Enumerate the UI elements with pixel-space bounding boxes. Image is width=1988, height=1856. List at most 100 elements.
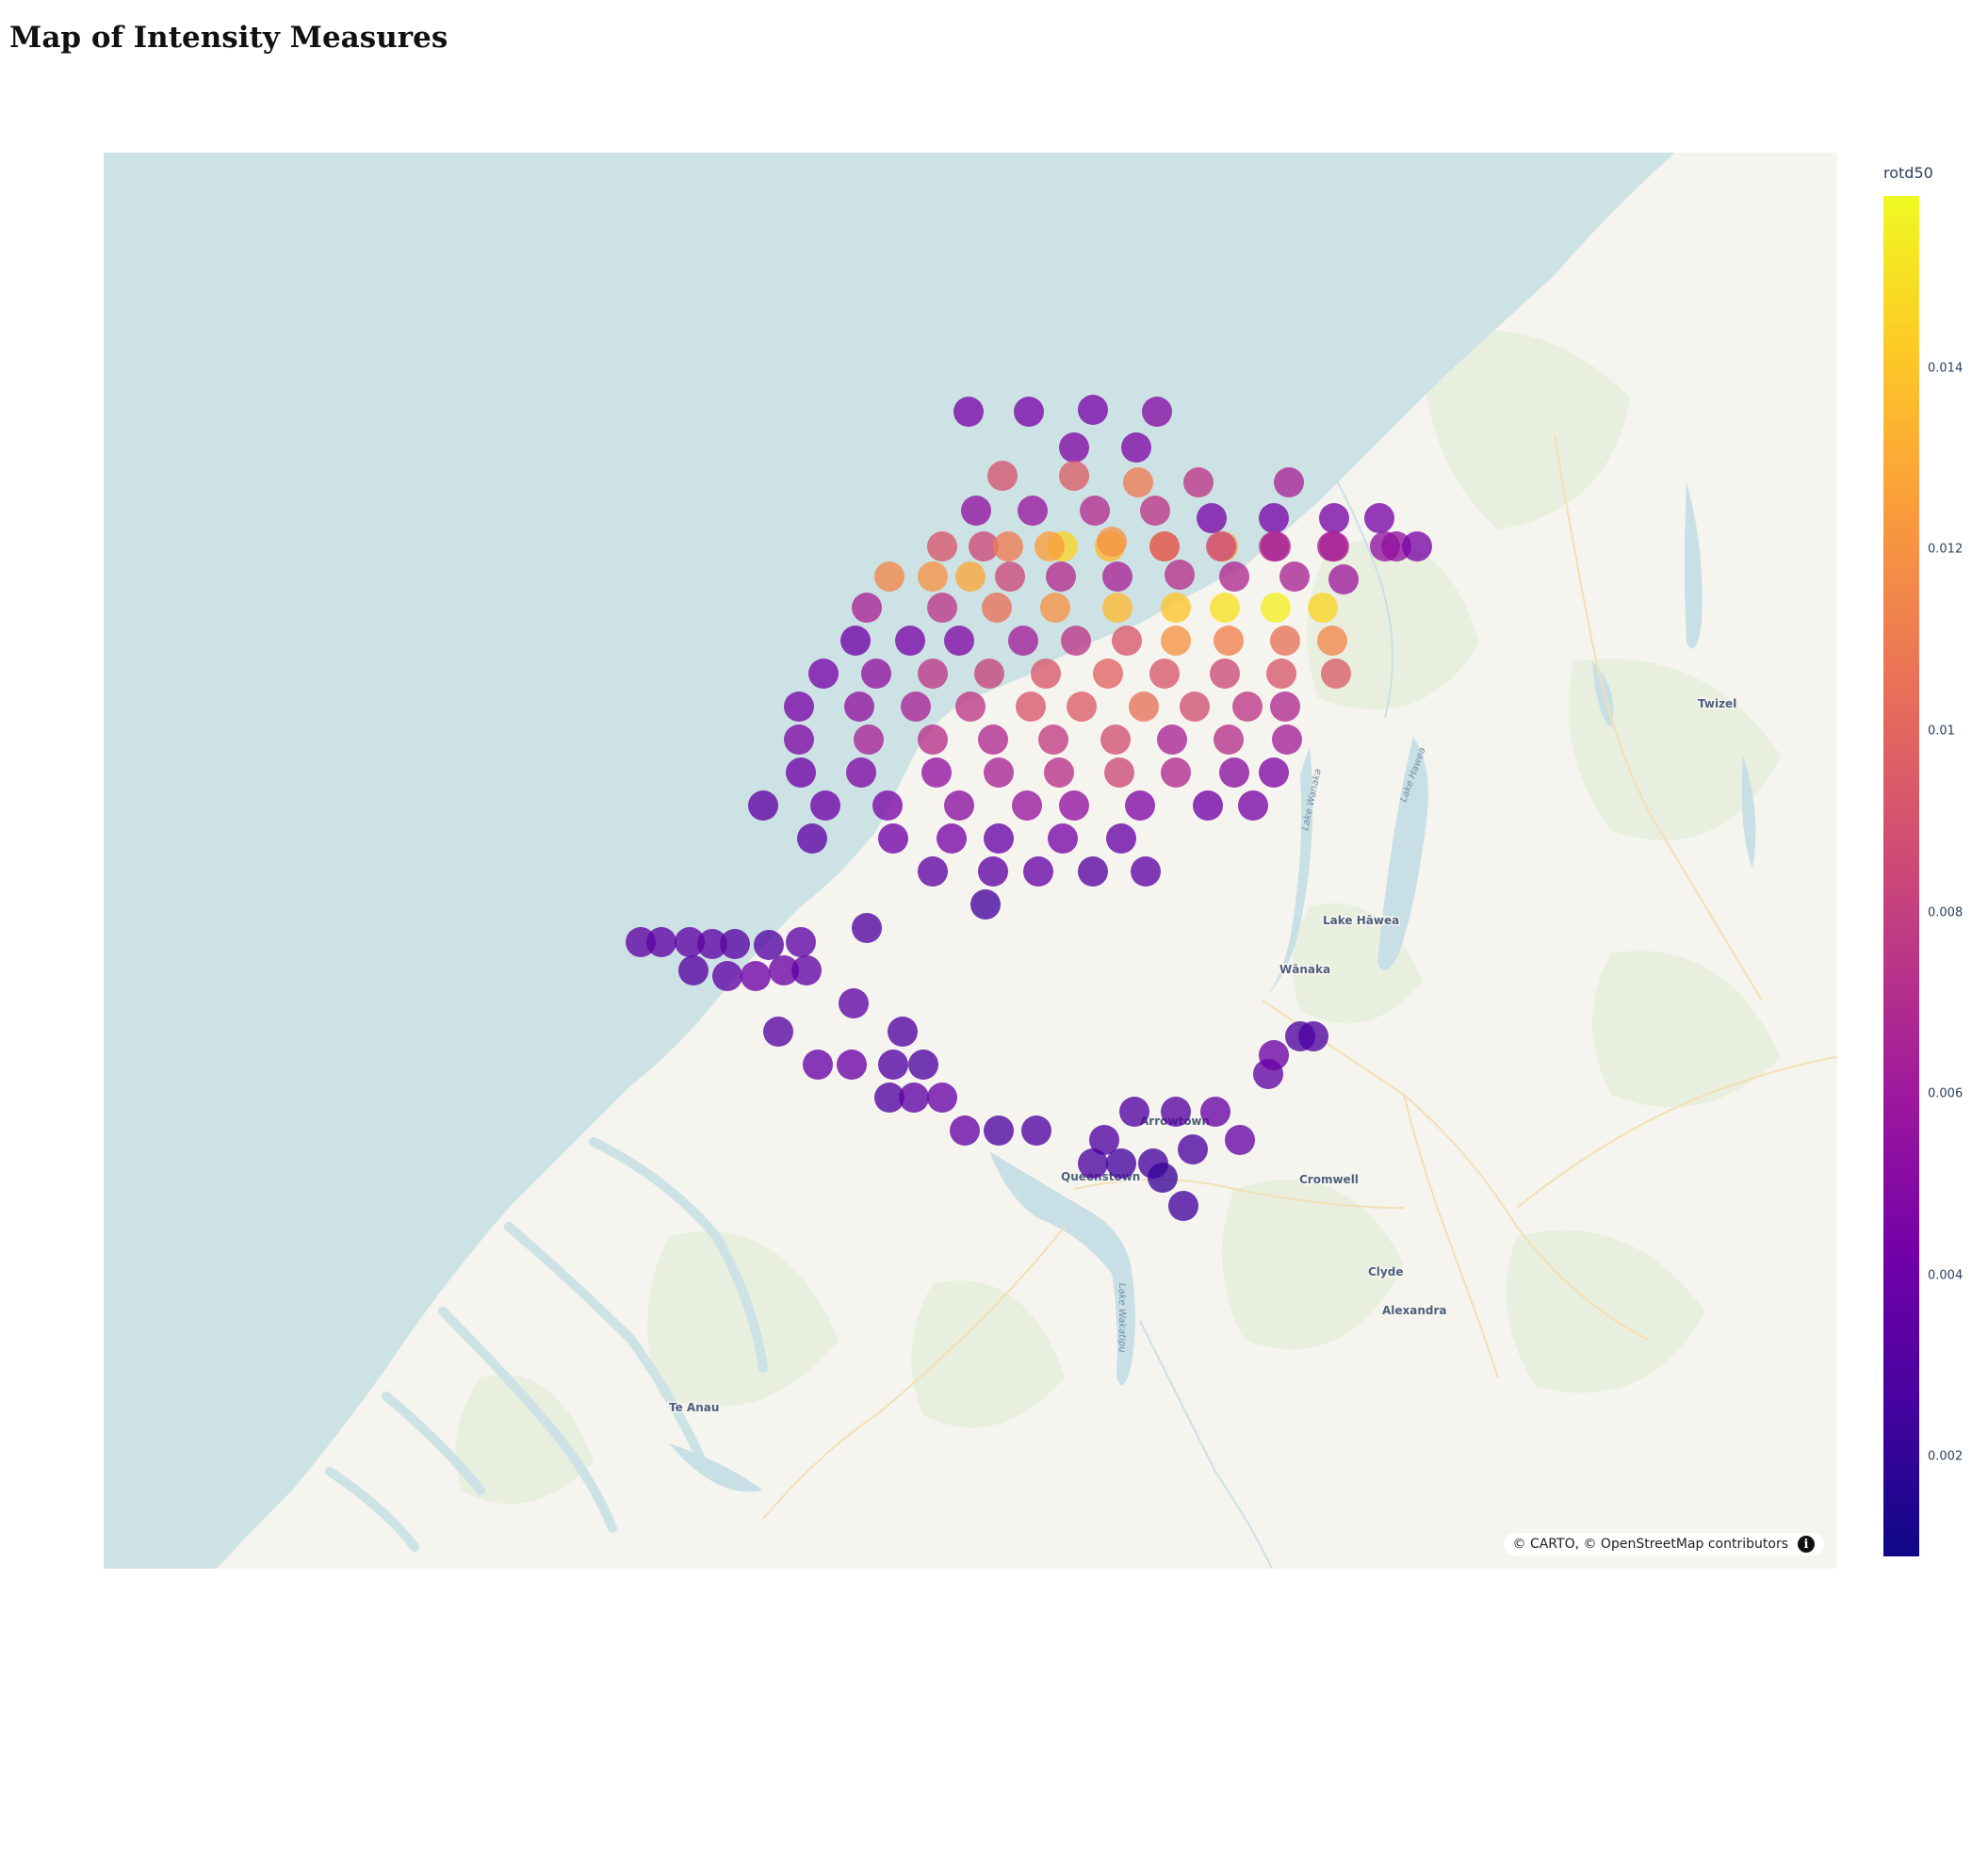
intensity-marker[interactable] — [1048, 823, 1078, 854]
intensity-marker[interactable] — [978, 724, 1008, 755]
intensity-marker[interactable] — [1078, 856, 1108, 887]
intensity-marker[interactable] — [791, 955, 822, 985]
intensity-marker[interactable] — [852, 913, 882, 943]
intensity-marker[interactable] — [895, 626, 925, 656]
intensity-marker[interactable] — [961, 496, 991, 526]
intensity-marker[interactable] — [1046, 562, 1076, 592]
intensity-marker[interactable] — [1206, 531, 1236, 562]
intensity-marker[interactable] — [1270, 626, 1300, 656]
intensity-marker[interactable] — [1319, 503, 1349, 533]
intensity-marker[interactable] — [741, 961, 771, 991]
intensity-marker[interactable] — [844, 692, 874, 722]
intensity-marker[interactable] — [982, 593, 1012, 623]
intensity-marker[interactable] — [803, 1050, 833, 1080]
intensity-marker[interactable] — [763, 1017, 793, 1047]
intensity-marker[interactable] — [1008, 626, 1038, 656]
intensity-marker[interactable] — [1089, 1125, 1119, 1155]
intensity-marker[interactable] — [810, 790, 840, 821]
intensity-marker[interactable] — [1197, 503, 1227, 533]
intensity-marker[interactable] — [678, 955, 709, 985]
intensity-marker[interactable] — [839, 988, 869, 1018]
intensity-marker[interactable] — [1308, 593, 1338, 623]
intensity-marker[interactable] — [1272, 724, 1302, 755]
intensity-marker[interactable] — [927, 593, 957, 623]
intensity-marker[interactable] — [888, 1017, 918, 1047]
intensity-marker[interactable] — [1142, 397, 1172, 427]
intensity-marker[interactable] — [1157, 724, 1187, 755]
intensity-marker[interactable] — [626, 927, 656, 957]
intensity-marker[interactable] — [854, 724, 884, 755]
intensity-marker[interactable] — [1321, 659, 1351, 689]
intensity-marker[interactable] — [1225, 1125, 1255, 1155]
intensity-marker[interactable] — [908, 1050, 938, 1080]
intensity-marker[interactable] — [950, 1115, 980, 1146]
intensity-marker[interactable] — [1238, 790, 1268, 821]
intensity-marker[interactable] — [1106, 1148, 1136, 1179]
intensity-marker[interactable] — [953, 397, 984, 427]
intensity-marker[interactable] — [754, 930, 784, 960]
intensity-marker[interactable] — [1080, 496, 1110, 526]
intensity-marker[interactable] — [784, 724, 814, 755]
intensity-marker[interactable] — [720, 929, 750, 959]
intensity-marker[interactable] — [1104, 757, 1134, 788]
intensity-marker[interactable] — [921, 757, 952, 788]
intensity-marker[interactable] — [852, 593, 882, 623]
intensity-marker[interactable] — [1214, 724, 1244, 755]
intensity-marker[interactable] — [955, 692, 986, 722]
intensity-marker[interactable] — [1210, 593, 1240, 623]
intensity-marker[interactable] — [1078, 1148, 1108, 1179]
intensity-marker[interactable] — [1123, 467, 1153, 497]
intensity-marker[interactable] — [1266, 659, 1296, 689]
intensity-marker[interactable] — [846, 757, 876, 788]
intensity-marker[interactable] — [1183, 467, 1214, 497]
intensity-marker[interactable] — [1261, 593, 1291, 623]
info-icon[interactable]: i — [1798, 1536, 1815, 1553]
intensity-marker[interactable] — [1093, 659, 1123, 689]
intensity-marker[interactable] — [786, 927, 816, 957]
intensity-marker[interactable] — [1031, 659, 1061, 689]
intensity-marker[interactable] — [1102, 593, 1133, 623]
intensity-marker[interactable] — [1328, 564, 1359, 594]
intensity-marker[interactable] — [784, 692, 814, 722]
intensity-marker[interactable] — [874, 562, 904, 592]
intensity-marker[interactable] — [1193, 790, 1223, 821]
intensity-marker[interactable] — [1219, 757, 1249, 788]
intensity-marker[interactable] — [1044, 757, 1074, 788]
intensity-marker[interactable] — [918, 562, 948, 592]
intensity-marker[interactable] — [899, 1083, 929, 1113]
intensity-marker[interactable] — [944, 790, 974, 821]
intensity-marker[interactable] — [1059, 461, 1089, 491]
intensity-marker[interactable] — [1149, 531, 1180, 562]
intensity-marker[interactable] — [1259, 757, 1289, 788]
intensity-marker[interactable] — [1279, 562, 1310, 592]
intensity-marker[interactable] — [878, 1050, 908, 1080]
intensity-marker[interactable] — [1038, 724, 1068, 755]
intensity-marker[interactable] — [1121, 432, 1151, 463]
intensity-marker[interactable] — [1097, 527, 1127, 557]
intensity-marker[interactable] — [1161, 1097, 1191, 1127]
intensity-marker[interactable] — [840, 626, 871, 656]
intensity-marker[interactable] — [984, 1115, 1014, 1146]
intensity-marker[interactable] — [1078, 395, 1108, 425]
intensity-marker[interactable] — [1100, 724, 1131, 755]
intensity-marker[interactable] — [1178, 1134, 1208, 1164]
intensity-marker[interactable] — [861, 659, 891, 689]
intensity-marker[interactable] — [927, 531, 957, 562]
intensity-marker[interactable] — [1219, 562, 1249, 592]
intensity-marker[interactable] — [1402, 531, 1432, 562]
intensity-marker[interactable] — [1274, 467, 1304, 497]
intensity-marker[interactable] — [984, 823, 1014, 854]
intensity-marker[interactable] — [1161, 626, 1191, 656]
intensity-marker[interactable] — [1232, 692, 1263, 722]
intensity-marker[interactable] — [901, 692, 931, 722]
intensity-marker[interactable] — [969, 531, 999, 562]
intensity-marker[interactable] — [1012, 790, 1042, 821]
intensity-marker[interactable] — [1112, 626, 1142, 656]
intensity-marker[interactable] — [1129, 692, 1159, 722]
intensity-marker[interactable] — [1035, 531, 1065, 562]
intensity-marker[interactable] — [944, 626, 974, 656]
intensity-marker[interactable] — [984, 757, 1014, 788]
intensity-marker[interactable] — [1165, 560, 1195, 590]
intensity-marker[interactable] — [918, 659, 948, 689]
intensity-marker[interactable] — [993, 531, 1023, 562]
